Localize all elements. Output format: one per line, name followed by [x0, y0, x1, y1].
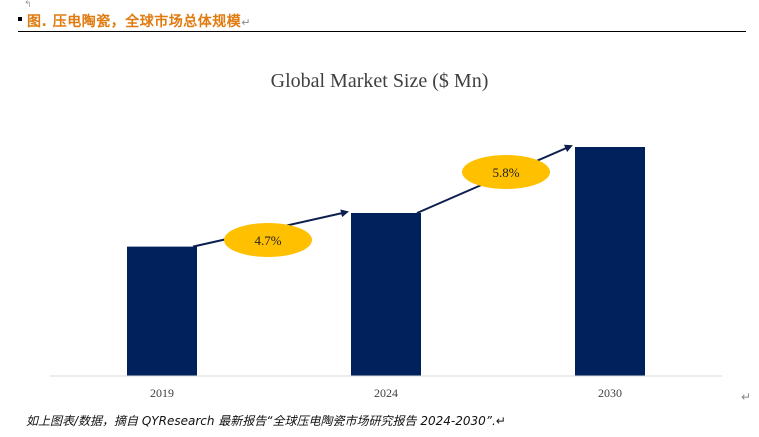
- x-tick-label-2019: 2019: [150, 386, 174, 400]
- paragraph-mark-icon: ↵: [741, 390, 752, 404]
- bar-2030: [575, 147, 645, 376]
- source-note: 如上图表/数据，摘自 QYResearch 最新报告“全球压电陶瓷市场研究报告 …: [26, 414, 506, 428]
- growth-label-2024-2030: 5.8%: [492, 165, 519, 180]
- paragraph-mark-icon: ↵: [241, 16, 251, 29]
- figure-caption: 图. 压电陶瓷，全球市场总体规模↵: [18, 8, 746, 32]
- chart-title: Global Market Size ($ Mn): [270, 70, 489, 92]
- caption-bullet-icon: [18, 17, 22, 21]
- x-tick-label-2030: 2030: [598, 386, 622, 400]
- growth-label-2019-2024: 4.7%: [254, 233, 281, 248]
- growth-badge-2024-2030: [462, 155, 550, 189]
- bar-2019: [127, 246, 197, 376]
- x-tick-label-2024: 2024: [374, 386, 398, 400]
- caption-label: 图. 压电陶瓷，全球市场总体规模: [27, 14, 242, 30]
- growth-badge-2019-2024: [224, 223, 312, 257]
- bar-2024: [351, 212, 421, 376]
- paragraph-anchor-icon: ↰: [24, 0, 32, 10]
- caption-text: 图. 压电陶瓷，全球市场总体规模↵: [27, 11, 251, 31]
